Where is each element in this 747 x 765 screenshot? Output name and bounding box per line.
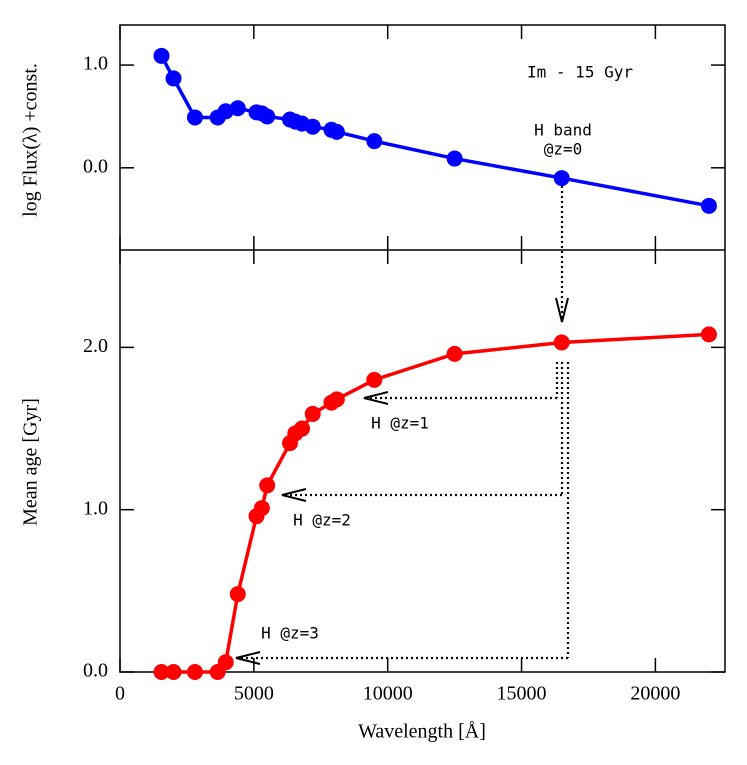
point	[259, 108, 276, 125]
point	[328, 123, 345, 140]
point	[217, 103, 234, 120]
y-tick-label: 2.0	[83, 335, 108, 357]
point	[700, 326, 717, 343]
point	[253, 500, 270, 517]
frame	[119, 24, 726, 673]
x-axis-label: Wavelength [Å]	[358, 721, 486, 743]
point	[366, 371, 383, 388]
annotation: H @z=2	[293, 511, 351, 530]
y-tick-label: 0.0	[83, 660, 108, 682]
x-tick-label: 0	[115, 683, 125, 705]
point	[446, 150, 463, 167]
series-line	[161, 332, 710, 674]
point	[186, 664, 203, 680]
x-tick-label: 20000	[630, 683, 680, 705]
point	[366, 133, 383, 150]
y-tick-label: 1.0	[83, 53, 108, 75]
point	[217, 654, 234, 671]
arrows	[235, 186, 570, 665]
point	[304, 118, 321, 135]
annotation: H @z=3	[261, 624, 319, 643]
point	[304, 405, 321, 422]
point	[153, 664, 170, 680]
x-tick-label: 10000	[363, 683, 413, 705]
point	[165, 664, 182, 680]
point	[553, 334, 570, 351]
y-axis-label: log Flux(λ) +const.	[20, 63, 42, 217]
point	[294, 420, 311, 437]
point	[259, 477, 276, 494]
point	[446, 345, 463, 362]
point	[153, 47, 170, 64]
point	[165, 70, 182, 87]
annotation: H band	[534, 121, 592, 140]
x-tick-label: 5000	[234, 683, 274, 705]
annotation: H @z=1	[371, 414, 429, 433]
y-tick-label: 0.0	[83, 155, 108, 177]
point	[229, 100, 246, 117]
point	[328, 391, 345, 408]
point	[553, 170, 570, 187]
point	[186, 109, 203, 126]
y-tick-label: 1.0	[83, 497, 108, 519]
x-tick-label: 15000	[497, 683, 547, 705]
annotation: @z=0	[544, 140, 583, 159]
annotation: Im - 15 Gyr	[527, 63, 633, 82]
point	[229, 586, 246, 603]
y-axis-label: Mean age [Gyr]	[20, 398, 42, 526]
point	[700, 197, 717, 214]
